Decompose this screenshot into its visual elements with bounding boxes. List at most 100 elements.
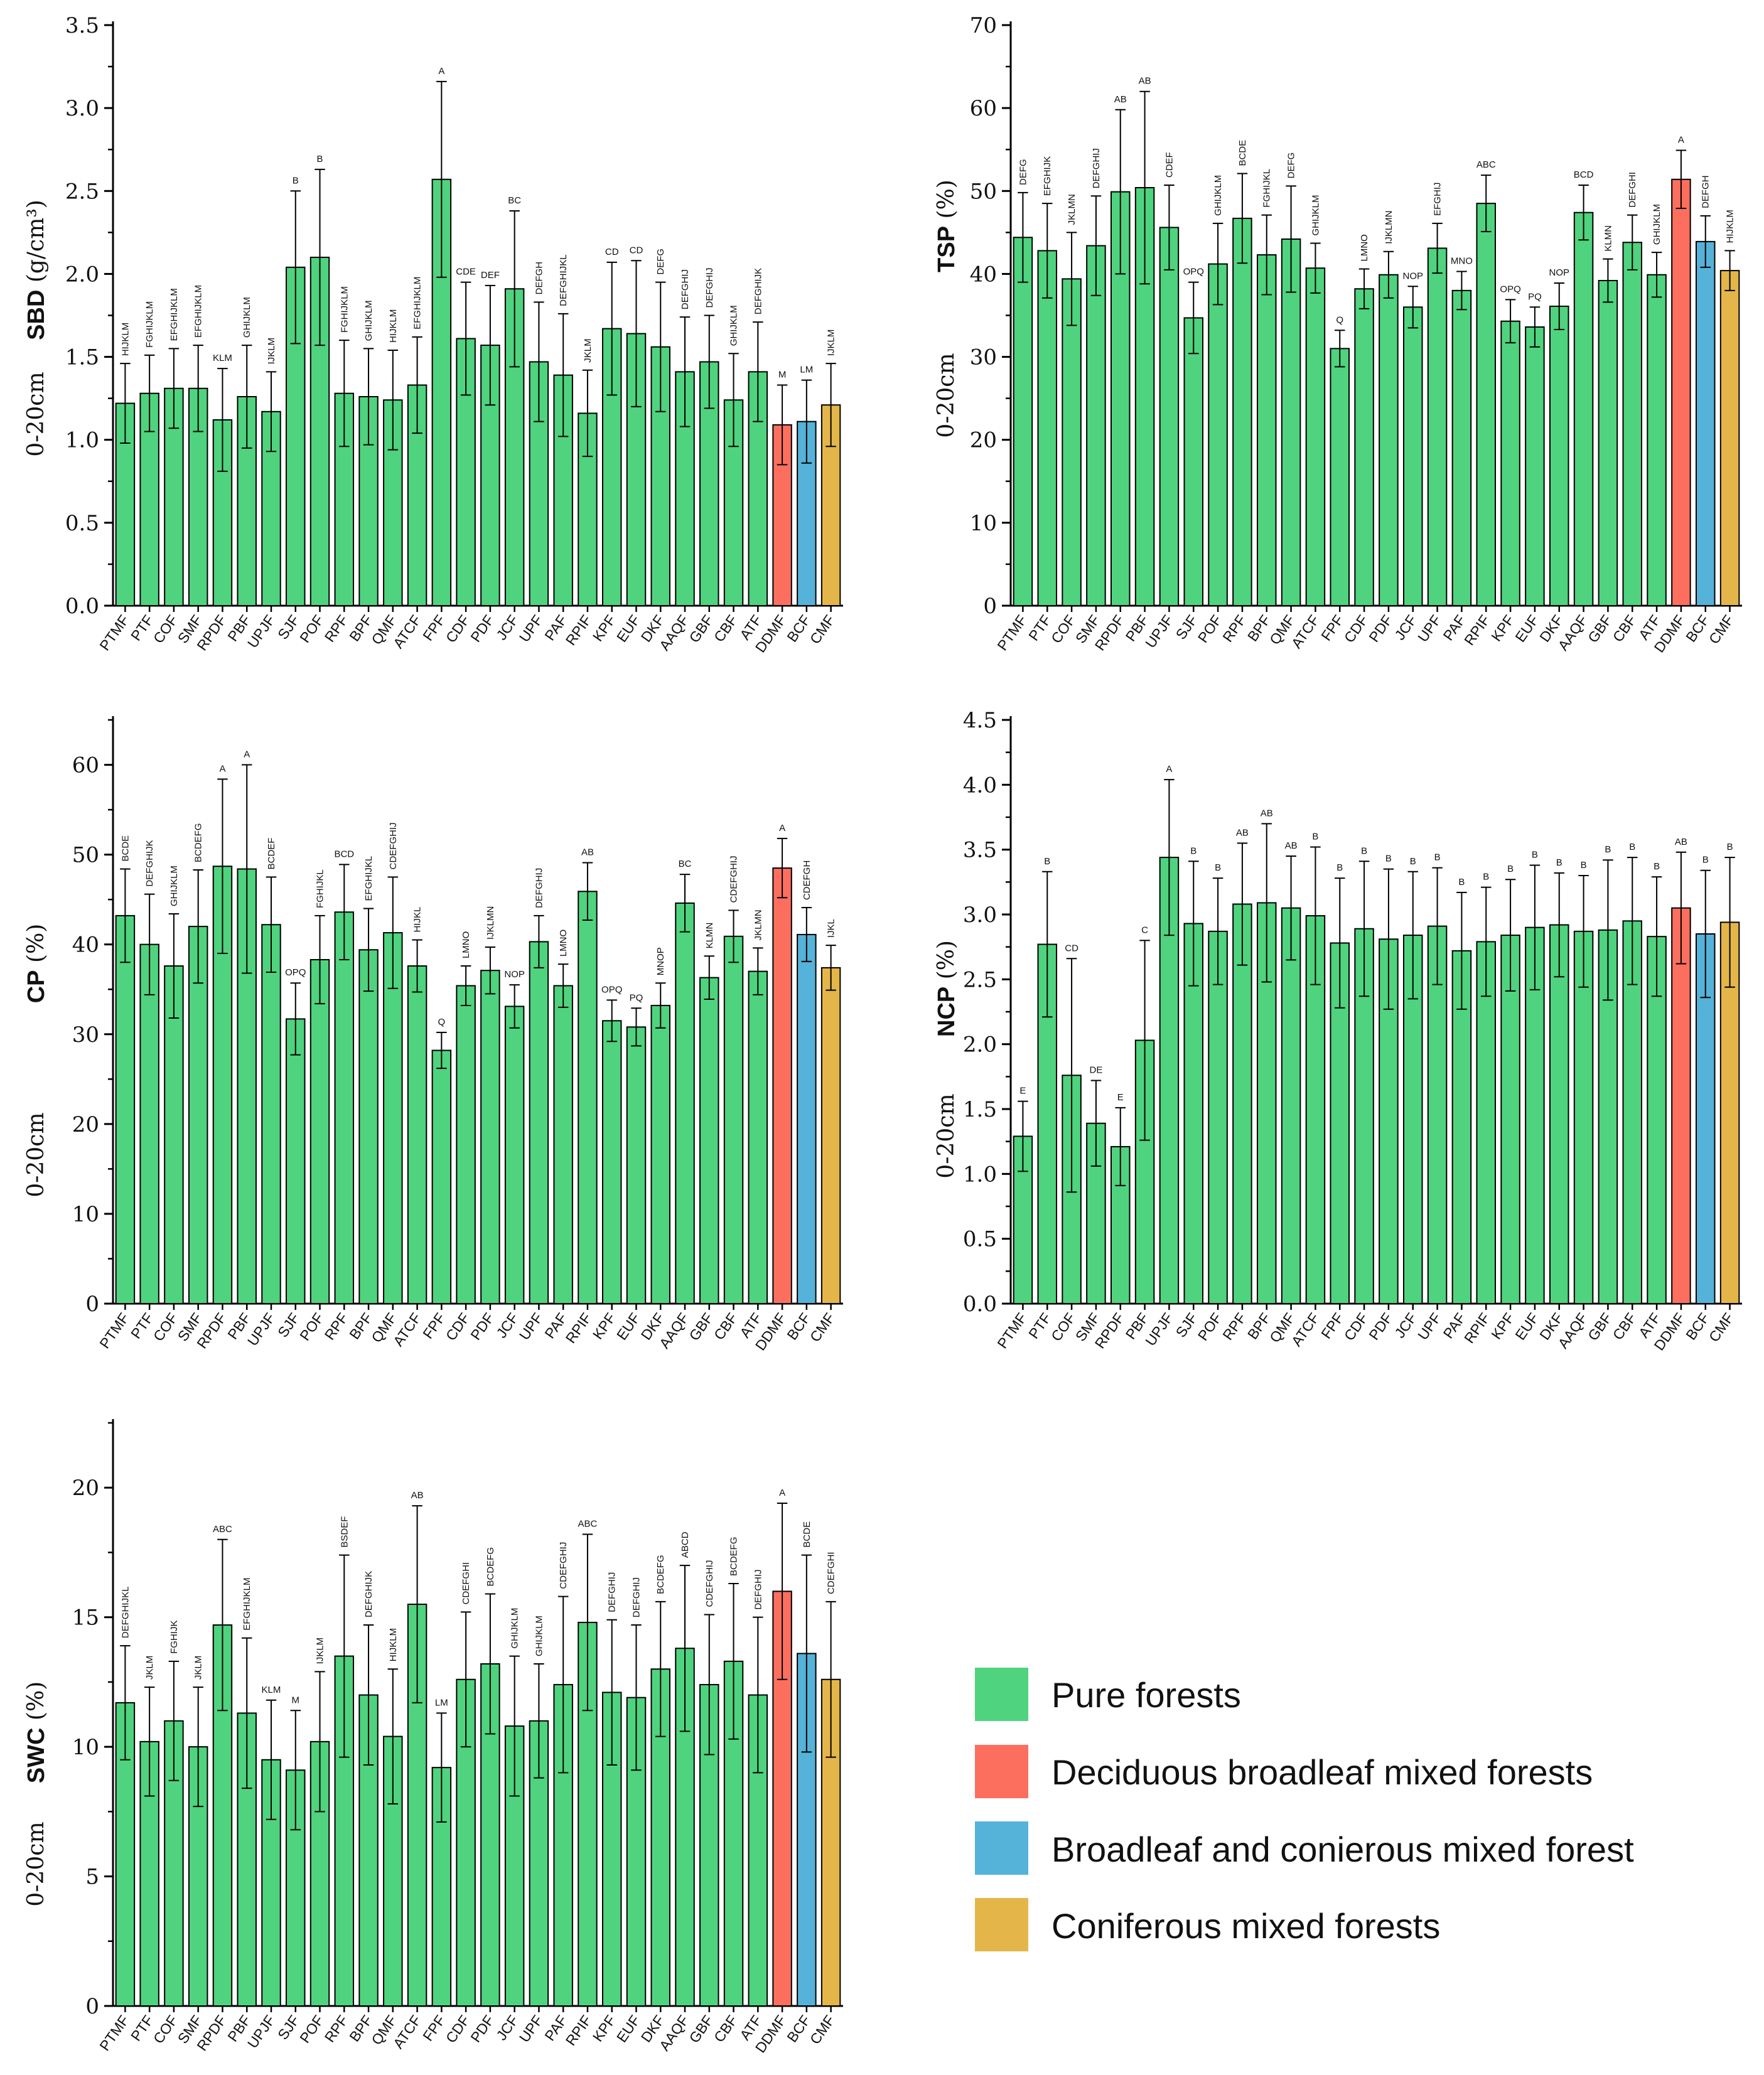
swc-category-label: ATCF (390, 2012, 424, 2052)
tsp-category-label: CMF (1706, 612, 1737, 647)
cp-bar-UPJF (261, 924, 281, 1304)
ncp-category-label: GBF (1584, 1310, 1615, 1344)
tsp-category-label: UPF (1414, 612, 1444, 645)
legend-label-broadleaf-coniferous: Broadleaf and conierous mixed forest (1051, 1830, 1634, 1869)
sbd-y-tick-label: 1.5 (65, 345, 99, 370)
swc-category-label: JCF (493, 2012, 521, 2043)
sbd-significance-label: EFGHIJKLM (193, 285, 204, 338)
ncp-category-label: RPIF (1461, 1310, 1493, 1346)
swc-y-tick-label: 20 (72, 1476, 99, 1501)
swc-bar-GBF (699, 1684, 719, 2007)
tsp-category-label: PDF (1365, 612, 1396, 645)
cp-bar-PAF (553, 985, 573, 1304)
ncp-significance-label: B (1654, 861, 1660, 872)
tsp-y-tick-label: 0 (983, 594, 997, 619)
tsp-significance-label: HIJKLM (1725, 210, 1736, 243)
swc-y-label: SWC (%) (23, 1681, 50, 1783)
sbd-significance-label: BC (508, 195, 521, 206)
cp-y-tick-label: 40 (72, 933, 99, 958)
legend-label-coniferous: Coniferous mixed forests (1051, 1906, 1440, 1946)
tsp-category-label: ATCF (1288, 612, 1323, 651)
swc-category-label: RPIF (562, 2012, 594, 2049)
ncp-significance-label: B (1336, 862, 1343, 873)
sbd-significance-label: A (438, 66, 444, 77)
ncp-significance-label: AB (1261, 808, 1273, 818)
tsp-category-label: RPF (1219, 612, 1249, 645)
tsp-bar-DDMF (1671, 178, 1691, 606)
tsp-significance-label: Q (1336, 314, 1343, 325)
swc-significance-label: CDEFGHIJ (704, 1560, 715, 1607)
cp-significance-label: OPQ (285, 967, 306, 978)
cp-bar-POF (309, 959, 330, 1304)
legend-swatch-pure (975, 1668, 1028, 1721)
tsp-y-tick-label: 60 (970, 96, 997, 121)
cp-category-label: RPF (321, 1310, 352, 1343)
tsp-category-label: POF (1195, 612, 1225, 646)
swc-bar-KPF (601, 1692, 622, 2007)
ncp-significance-label: B (1190, 845, 1197, 856)
cp-bar-SMF (188, 926, 208, 1304)
ncp-significance-label: E (1117, 1092, 1124, 1103)
sbd-significance-label: KLM (213, 353, 232, 363)
sbd-y-tick-label: 3.0 (65, 96, 99, 121)
tsp-bar-PTF (1037, 250, 1058, 606)
cp-chart: 0 10 20 30 40 50 60 CP (%) 0-20cm BCDE PTMF DEFGHIJ… (23, 716, 843, 1353)
tsp-significance-label: AB (1114, 94, 1127, 105)
ncp-significance-label: AB (1236, 827, 1249, 838)
ncp-y-tick-label: 1.5 (963, 1097, 997, 1122)
ncp-y-label-depth: 0-20cm (933, 1093, 959, 1178)
ncp-category-label: EUF (1512, 1310, 1542, 1343)
ncp-y-tick-label: 4.0 (963, 773, 997, 798)
cp-significance-label: OPQ (601, 984, 622, 995)
cp-significance-label: GHIJKLM (169, 866, 180, 906)
cp-bar-DKF (650, 1004, 670, 1304)
sbd-significance-label: GHIJKLM (242, 297, 252, 338)
sbd-significance-label: B (293, 175, 299, 186)
cp-category-label: UPF (516, 1310, 546, 1343)
legend-swatch-deciduous (975, 1745, 1028, 1798)
swc-category-label: RPF (321, 2012, 352, 2046)
legend: Pure forests Deciduous broadleaf mixed f… (975, 1668, 1634, 1951)
sbd-significance-label: DEF (481, 270, 500, 281)
sbd-significance-label: CD (605, 247, 619, 257)
swc-category-label: CMF (807, 2012, 838, 2047)
sbd-significance-label: DEFGHIJKL (558, 254, 569, 306)
tsp-category-label: CBF (1610, 612, 1640, 645)
cp-significance-label: A (219, 763, 225, 774)
cp-significance-label: CDEFGH (802, 861, 812, 900)
tsp-bar-RPF (1232, 217, 1252, 606)
sbd-significance-label: GHIJKLM (729, 305, 739, 346)
tsp-y-tick-label: 20 (970, 428, 997, 453)
cp-bar-DDMF (772, 867, 792, 1304)
sbd-category-label: RPIF (562, 612, 594, 648)
swc-y-tick-label: 5 (85, 1865, 99, 1890)
sbd-category-label: PDF (467, 612, 497, 645)
swc-significance-label: DEFGHIJK (363, 1571, 374, 1617)
tsp-significance-label: OPQ (1183, 267, 1204, 277)
swc-category-label: UPF (516, 2012, 546, 2046)
sbd-significance-label: EFGHIJKLM (412, 277, 423, 330)
sbd-significance-label: DEFGHIJK (753, 268, 763, 314)
cp-bar-KPF (601, 1020, 622, 1305)
sbd-significance-label: M (778, 370, 787, 380)
sbd-significance-label: DEFGHIJ (704, 267, 715, 308)
tsp-significance-label: IJKLMN (1384, 210, 1394, 244)
ncp-y-tick-label: 0.5 (963, 1227, 997, 1252)
swc-significance-label: EFGHIJKLM (242, 1578, 252, 1631)
swc-category-label: CDF (443, 2012, 473, 2046)
sbd-category-label: GBF (686, 612, 716, 646)
sbd-significance-label: EFGHIJKLM (169, 288, 180, 341)
sbd-y-tick-label: 2.0 (65, 262, 99, 287)
cp-y-tick-label: 0 (85, 1292, 99, 1317)
tsp-category-label: COF (1048, 612, 1078, 646)
tsp-significance-label: DEFGHIJ (1091, 148, 1102, 188)
ncp-significance-label: A (1166, 764, 1172, 775)
ncp-y-tick-label: 1.0 (963, 1162, 997, 1187)
tsp-significance-label: DEFG (1286, 153, 1297, 179)
ncp-significance-label: B (1507, 864, 1514, 874)
tsp-bar-ATCF (1305, 267, 1326, 606)
cp-bar-CDF (456, 985, 476, 1304)
cp-category-label: PDF (467, 1310, 497, 1343)
swc-significance-label: DEFGHIJ (753, 1569, 763, 1609)
cp-bar-ATCF (407, 965, 428, 1304)
